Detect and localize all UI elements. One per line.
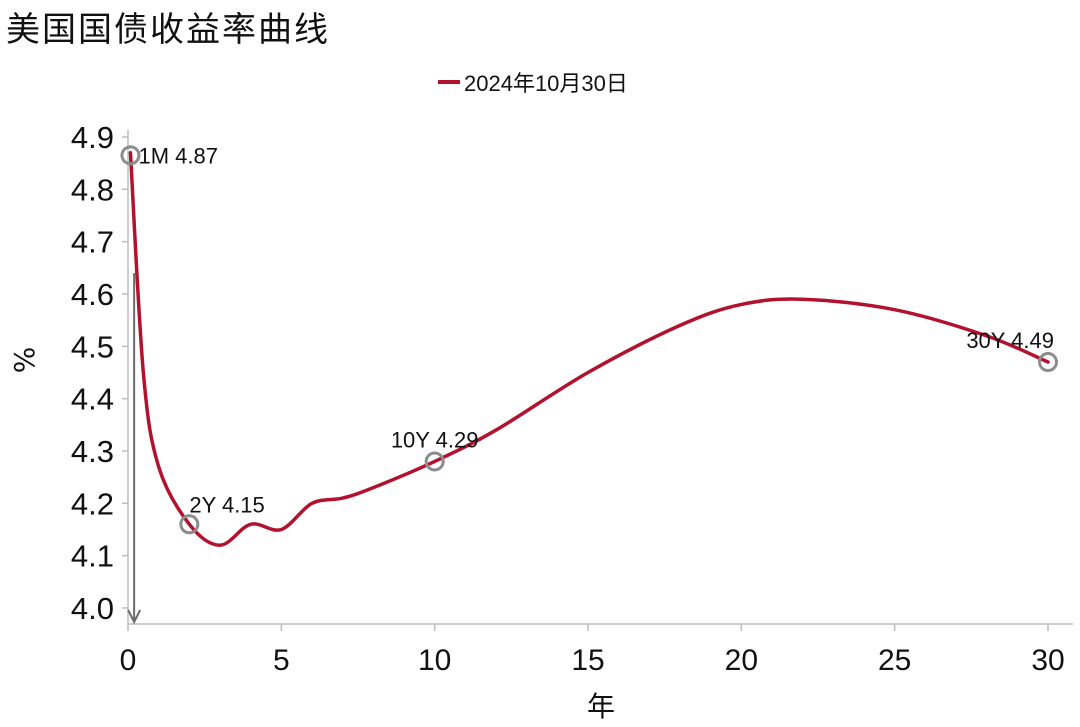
y-tick-label: 4.6	[71, 277, 114, 312]
x-tick-label: 15	[571, 644, 604, 677]
legend-label: 2024年10月30日	[464, 71, 628, 96]
x-tick-label: 0	[120, 644, 137, 677]
data-point-marker	[1038, 352, 1058, 373]
arrow-head	[127, 609, 142, 625]
data-point-marker	[424, 451, 445, 472]
y-tick-label: 4.1	[71, 539, 114, 574]
x-tick-label: 20	[725, 644, 758, 677]
y-tick-label: 4.4	[71, 382, 114, 417]
data-label: 2Y 4.15	[189, 492, 264, 517]
data-label: 30Y 4.49	[966, 328, 1054, 353]
data-label: 10Y 4.29	[391, 427, 479, 452]
chart-title: 美国国债收益率曲线	[6, 10, 330, 50]
data-label: 1M 4.87	[138, 143, 218, 168]
legend-swatch	[438, 80, 460, 84]
y-tick-label: 4.2	[71, 486, 114, 521]
data-point-marker	[120, 145, 141, 166]
y-tick-label: 4.3	[71, 434, 114, 469]
y-tick-label: 4.0	[71, 591, 114, 626]
x-tick-label: 5	[273, 644, 290, 677]
x-tick-label: 10	[418, 644, 451, 677]
y-tick-label: 4.7	[71, 225, 114, 260]
y-axis-label: %	[8, 347, 41, 374]
y-tick-label: 4.8	[71, 172, 114, 207]
legend: 2024年10月30日	[438, 66, 628, 98]
series-line-0	[128, 150, 1050, 547]
x-axis-label: 年	[587, 690, 615, 723]
y-tick-label: 4.9	[71, 120, 114, 155]
y-tick-label: 4.5	[71, 329, 114, 364]
x-tick-label: 25	[878, 644, 911, 677]
data-point-marker	[179, 514, 200, 535]
x-tick-label: 30	[1031, 644, 1064, 677]
